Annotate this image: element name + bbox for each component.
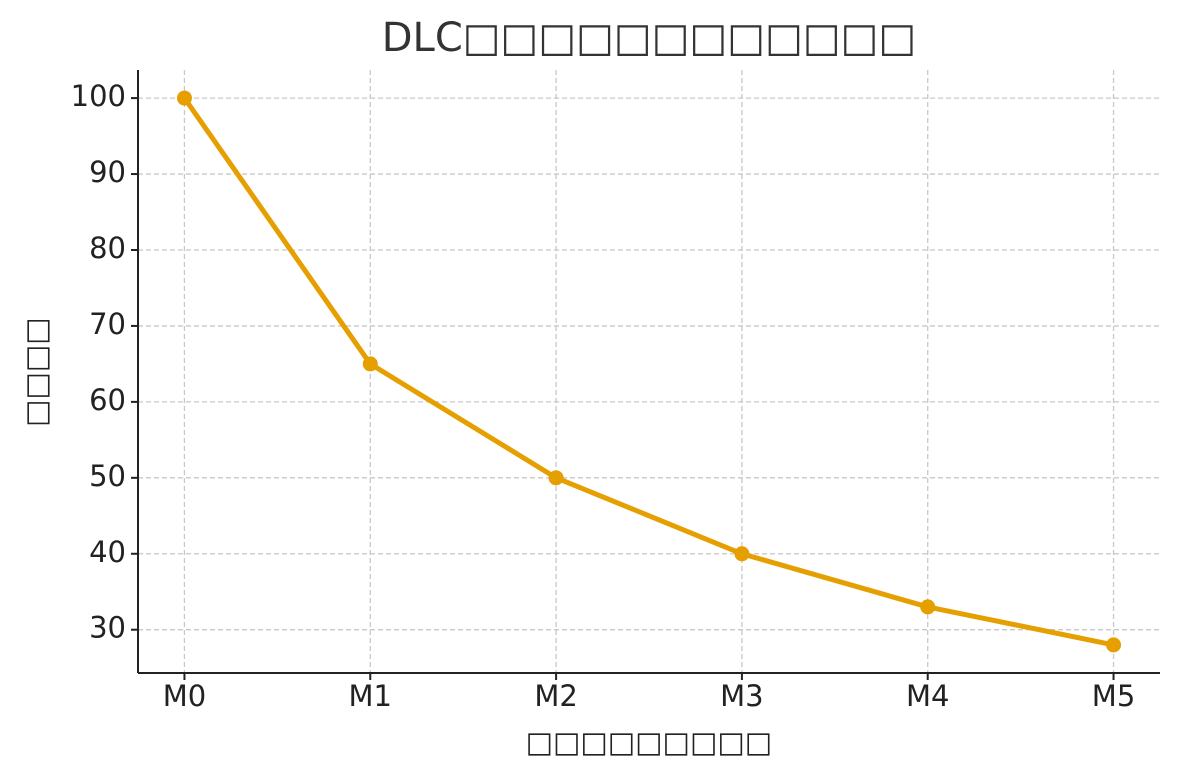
x-tick-label: M3 (720, 679, 763, 713)
y-axis-label: □□□□ (19, 317, 53, 427)
point (1106, 637, 1122, 653)
point (920, 599, 936, 615)
y-tick-label: 30 (89, 611, 126, 645)
point (176, 90, 192, 106)
point (362, 356, 378, 372)
y-tick-label: 60 (89, 383, 126, 417)
y-tick-label: 40 (89, 535, 126, 569)
y-tick-label: 90 (89, 155, 126, 189)
line (182, 96, 1115, 648)
x-tick-label: M2 (534, 679, 577, 713)
y-tick-label: 100 (71, 79, 126, 113)
x-axis-label: □□□□□□□□□ (526, 725, 773, 759)
y-tick-label: 50 (89, 459, 126, 493)
x-tick-label: M0 (163, 679, 206, 713)
point (734, 546, 750, 562)
x-tick-label: M1 (349, 679, 392, 713)
chart-title: DLC□□□□□□□□□□□□ (382, 15, 917, 61)
x-tick-label: M5 (1092, 679, 1135, 713)
y-tick-label: 80 (89, 231, 126, 265)
point (548, 470, 564, 486)
x-tick-label: M4 (906, 679, 949, 713)
y-tick-label: 70 (89, 307, 126, 341)
